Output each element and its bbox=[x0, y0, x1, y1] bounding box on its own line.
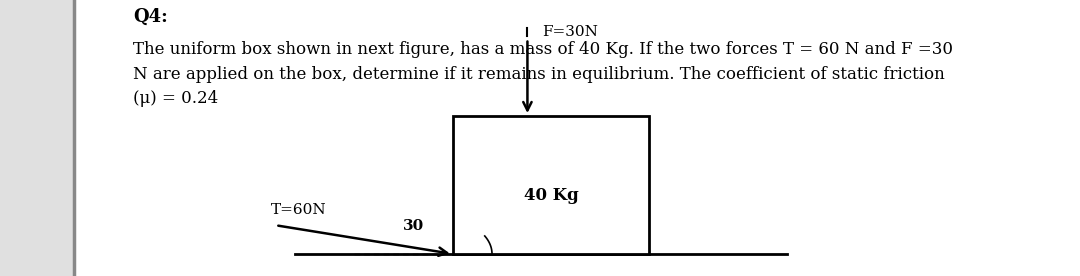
Bar bbox=[453, 116, 649, 254]
Bar bbox=[0, 0, 73, 276]
Text: 30: 30 bbox=[403, 219, 424, 233]
Text: F=30N: F=30N bbox=[542, 25, 598, 39]
Text: 40 Kg: 40 Kg bbox=[524, 187, 579, 205]
Text: Q4:: Q4: bbox=[133, 8, 167, 26]
Text: The uniform box shown in next figure, has a mass of 40 Kg. If the two forces T =: The uniform box shown in next figure, ha… bbox=[133, 41, 953, 107]
Text: T=60N: T=60N bbox=[271, 203, 326, 217]
